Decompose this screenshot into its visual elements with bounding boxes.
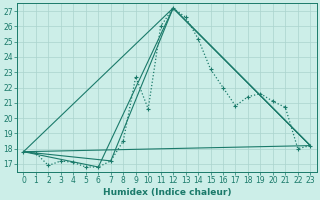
X-axis label: Humidex (Indice chaleur): Humidex (Indice chaleur)	[103, 188, 231, 197]
